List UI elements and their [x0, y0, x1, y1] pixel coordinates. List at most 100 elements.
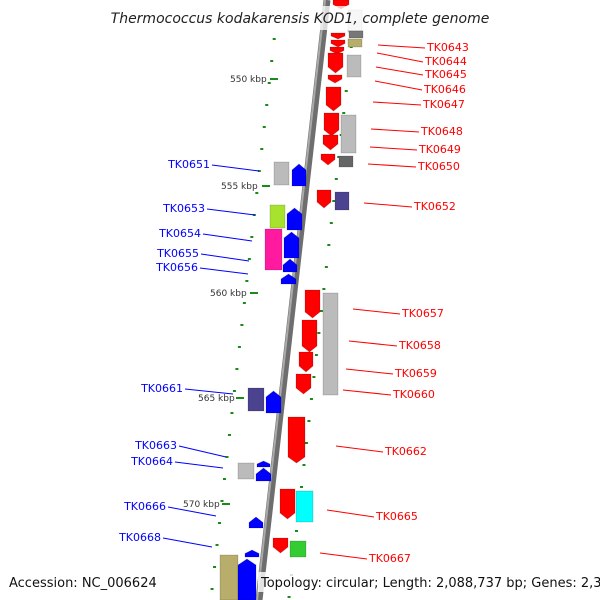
gene-label-tk0660[interactable]: TK0660	[392, 388, 435, 401]
label-leader-line	[352, 308, 401, 315]
gene-label-tk0646[interactable]: TK0646	[423, 83, 466, 96]
gene-label-tk0659[interactable]: TK0659	[394, 367, 437, 380]
gene-label-tk0649[interactable]: TK0649	[418, 143, 461, 156]
gene-label-tk0644[interactable]: TK0644	[424, 55, 467, 68]
gene-label-tk0651[interactable]: TK0651	[167, 158, 210, 171]
label-leader-line	[372, 101, 422, 106]
label-leader-line	[348, 340, 398, 347]
tick-mark	[250, 236, 254, 238]
gene-features	[219, 0, 364, 600]
gene-label-tk0647[interactable]: TK0647	[422, 98, 465, 111]
gene-label-tk0655[interactable]: TK0655	[156, 247, 199, 260]
gene-box[interactable]	[338, 155, 354, 168]
gene-box[interactable]	[346, 54, 362, 78]
tick-mark	[220, 500, 224, 502]
tick-mark	[260, 148, 264, 150]
gene-label-tk0658[interactable]: TK0658	[398, 339, 441, 352]
forward-gene-arrow[interactable]	[298, 351, 314, 373]
reverse-gene-arrow[interactable]	[283, 231, 300, 259]
title-background	[110, 6, 490, 30]
forward-gene-arrow[interactable]	[272, 537, 289, 554]
gene-label-tk0665[interactable]: TK0665	[375, 510, 418, 523]
label-leader-line	[174, 461, 224, 469]
gene-label-tk0664[interactable]: TK0664	[130, 455, 173, 468]
gene-label-tk0666[interactable]: TK0666	[123, 500, 166, 513]
scale-label: 570 kbp	[183, 500, 220, 510]
gene-label-tk0656[interactable]: TK0656	[155, 261, 198, 274]
gene-label-tk0662[interactable]: TK0662	[384, 445, 427, 458]
gene-label-tk0650[interactable]: TK0650	[417, 160, 460, 173]
label-leader-line	[335, 445, 384, 453]
gene-box[interactable]	[347, 38, 363, 48]
gene-box[interactable]	[322, 292, 339, 396]
forward-gene-arrow[interactable]	[325, 86, 342, 112]
tick-mark	[257, 170, 261, 172]
gene-box[interactable]	[237, 462, 255, 480]
gene-box[interactable]	[264, 228, 283, 271]
reverse-gene-arrow[interactable]	[256, 460, 271, 468]
reverse-gene-arrow[interactable]	[255, 467, 272, 482]
forward-gene-arrow[interactable]	[316, 189, 332, 209]
gene-label-tk0667[interactable]: TK0667	[368, 552, 411, 565]
forward-gene-arrow[interactable]	[322, 134, 339, 151]
forward-gene-arrow[interactable]	[279, 488, 296, 520]
gene-box[interactable]	[273, 161, 290, 186]
gene-box[interactable]	[340, 114, 357, 154]
forward-gene-arrow[interactable]	[327, 52, 344, 74]
gene-box[interactable]	[348, 30, 364, 39]
gene-label-tk0663[interactable]: TK0663	[134, 439, 177, 452]
forward-gene-arrow[interactable]	[295, 373, 312, 395]
tick-mark	[218, 522, 222, 524]
tick-mark	[272, 38, 276, 40]
tick-mark	[334, 178, 338, 180]
gene-label-tk0653[interactable]: TK0653	[162, 202, 205, 215]
reverse-gene-arrow[interactable]	[286, 207, 303, 231]
gene-label-tk0652[interactable]: TK0652	[413, 200, 456, 213]
forward-gene-arrow[interactable]	[301, 319, 318, 353]
gene-box[interactable]	[289, 540, 307, 558]
gene-label-tk0645[interactable]: TK0645	[424, 68, 467, 81]
reverse-gene-arrow[interactable]	[282, 258, 298, 273]
gene-box[interactable]	[334, 191, 350, 211]
forward-gene-arrow[interactable]	[327, 74, 343, 84]
label-leader-line	[370, 128, 420, 133]
label-leader-line	[202, 233, 253, 242]
gene-box[interactable]	[219, 554, 239, 600]
forward-gene-arrow[interactable]	[330, 39, 346, 48]
gene-label-tk0657[interactable]: TK0657	[401, 307, 444, 320]
scale-label: 560 kbp	[210, 289, 247, 299]
reverse-gene-arrow[interactable]	[248, 516, 264, 529]
tick-mark	[324, 266, 328, 268]
forward-gene-arrow[interactable]	[320, 153, 336, 166]
tick-mark	[247, 258, 251, 260]
gene-label-tk0661[interactable]: TK0661	[140, 382, 183, 395]
reverse-gene-arrow[interactable]	[280, 273, 297, 285]
forward-gene-arrow[interactable]	[330, 32, 346, 40]
reverse-gene-arrow[interactable]	[265, 390, 282, 414]
reverse-gene-arrow[interactable]	[244, 549, 260, 558]
tick-mark	[265, 104, 269, 106]
scale-ticks: 550 kbp 555 kbp 560 kbp 565 kbp 570 kbp	[183, 38, 353, 598]
gene-label-tk0654[interactable]: TK0654	[158, 227, 201, 240]
label-leader-line	[162, 537, 213, 548]
reverse-gene-arrow[interactable]	[237, 558, 257, 600]
forward-gene-arrow[interactable]	[329, 46, 345, 55]
gene-box[interactable]	[269, 204, 286, 229]
gene-box[interactable]	[295, 490, 314, 523]
tick-mark	[332, 200, 336, 202]
gene-label-tk0648[interactable]: TK0648	[420, 125, 463, 138]
forward-gene-arrow[interactable]	[304, 289, 321, 319]
genome-backbone	[255, 0, 331, 600]
gene-label-tk0668[interactable]: TK0668	[118, 531, 161, 544]
tick-mark	[307, 420, 311, 422]
gene-label-tk0643[interactable]: TK0643	[426, 41, 469, 54]
forward-gene-arrow[interactable]	[287, 416, 306, 464]
label-leader-line	[167, 506, 217, 517]
reverse-gene-arrow[interactable]	[291, 163, 307, 187]
tick-mark	[337, 156, 341, 158]
tick-mark	[235, 368, 239, 370]
tick-mark	[304, 442, 308, 444]
tick-mark	[302, 464, 306, 466]
forward-gene-arrow[interactable]	[323, 112, 340, 137]
gene-box[interactable]	[247, 387, 265, 412]
